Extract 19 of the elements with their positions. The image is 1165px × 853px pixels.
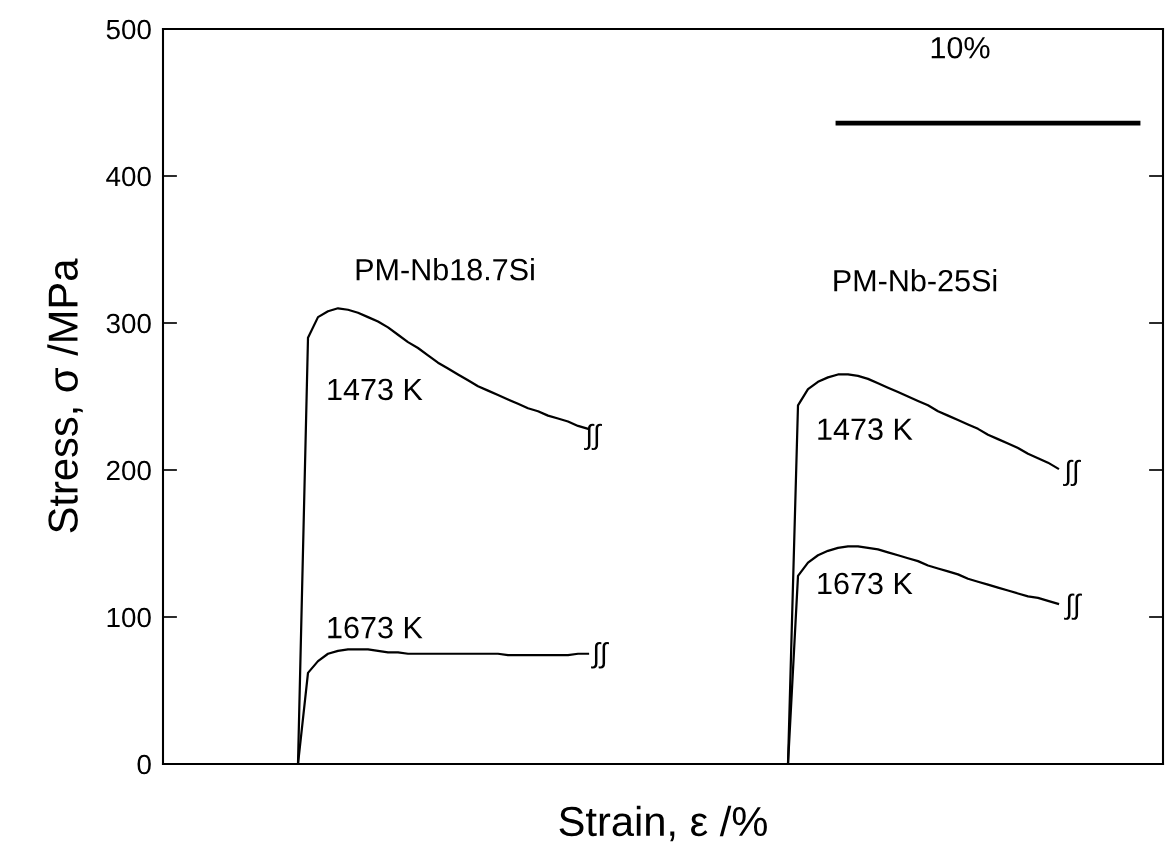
annotation: ∫∫: [584, 423, 602, 451]
annotation: ∫∫: [1063, 459, 1081, 487]
series-label: 1473 K: [328, 378, 423, 401]
annotation: ∫∫: [1064, 593, 1082, 620]
annotation: 10%: [931, 36, 990, 59]
series-label: 1673 K: [328, 616, 423, 639]
y-tick-label: 400: [106, 166, 151, 187]
y-tick-label: 300: [106, 313, 151, 334]
annotation: PM-Nb-25Si: [834, 269, 997, 292]
x-axis-title: Strain, ε /%: [559, 805, 767, 842]
y-tick-label: 500: [106, 19, 151, 40]
y-tick-label: 0: [137, 754, 151, 775]
y-tick-label: 200: [106, 460, 151, 481]
series-label: 1473 K: [818, 418, 913, 440]
annotation: ∫∫: [591, 642, 609, 669]
y-tick-label: 100: [107, 607, 151, 628]
annotation: PM-Nb18.7Si: [356, 258, 534, 281]
series-label: 1673 K: [818, 572, 913, 595]
y-axis-title: Stress, σ /MPa: [47, 258, 83, 533]
